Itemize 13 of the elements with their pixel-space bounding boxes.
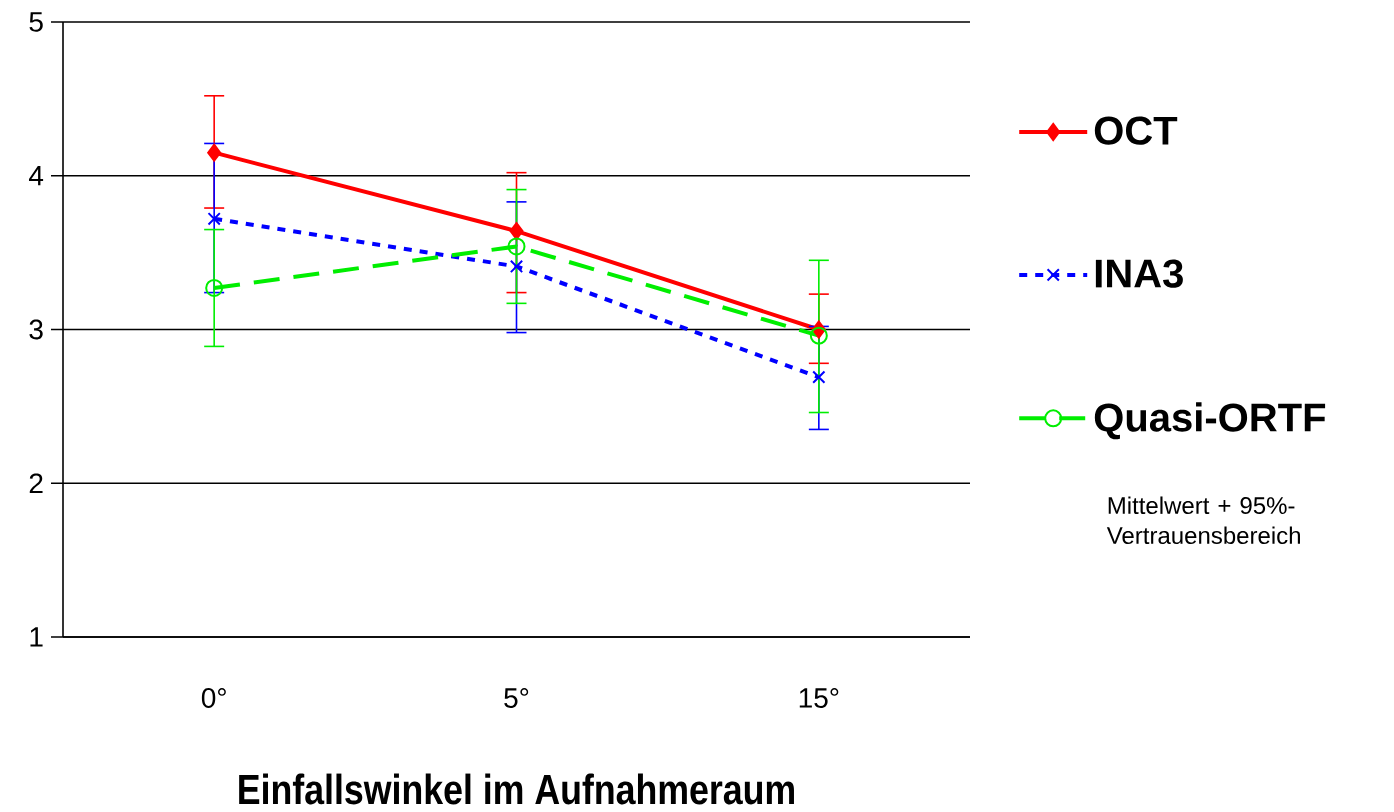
x-tick-label: 5° <box>504 688 529 708</box>
x-tick-label: 15° <box>799 688 839 708</box>
y-tick-label: 1 <box>30 627 43 647</box>
text: Mittelwert + 95%-Vertrauensbereich <box>1106 496 1300 545</box>
x-axis-title: Einfallswinkel im Aufnahmeraum <box>239 773 794 805</box>
y-tick-label: 5 <box>29 12 43 32</box>
x-tick-label: 0° <box>201 688 226 708</box>
y-tick-label: 3 <box>29 319 43 340</box>
y-tick-label: 4 <box>28 166 44 186</box>
legend-label: Quasi-ORTF <box>1094 402 1326 440</box>
y-tick-label: 2 <box>29 473 43 494</box>
legend-label: OCT <box>1094 116 1178 145</box>
legend-label: INA3 <box>1095 259 1183 288</box>
